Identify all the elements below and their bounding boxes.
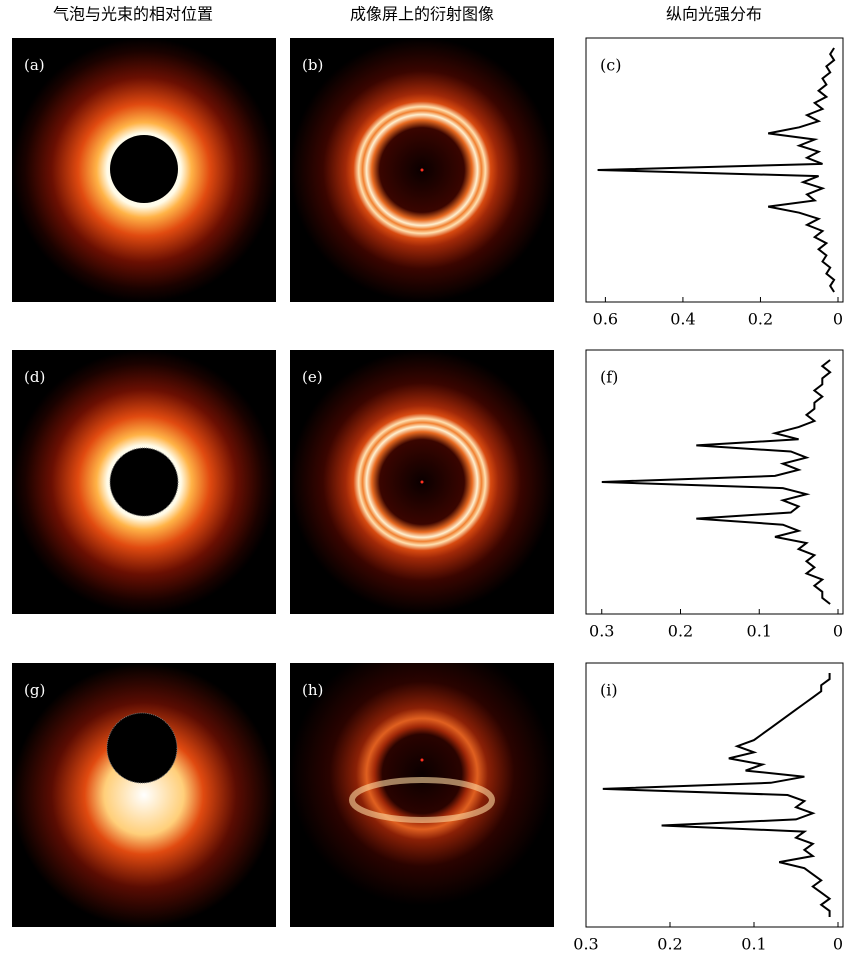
x-tick-label: 0.2: [748, 310, 773, 329]
image-panel: (a): [12, 38, 276, 302]
profile-line: [601, 359, 832, 605]
panel-label: (b): [302, 56, 323, 74]
plot-frame: [585, 349, 844, 615]
panel-label: (c): [600, 56, 621, 75]
panel-label: (e): [302, 368, 323, 386]
profile-line: [597, 47, 836, 293]
x-tick-label: 0.4: [670, 310, 695, 329]
panel-label: (f): [600, 368, 618, 387]
x-tick-label: 0: [833, 935, 843, 954]
x-tick-label: 0.3: [589, 622, 614, 641]
image-panel: (h): [290, 663, 554, 927]
panel-label: (h): [302, 681, 323, 699]
x-tick-label: 0: [833, 622, 843, 641]
image-panel: (d): [12, 350, 276, 614]
panel-label: (g): [24, 681, 45, 699]
image-panel: (e): [290, 350, 554, 614]
image-panel: (b): [290, 38, 554, 302]
column-title: 纵向光强分布: [666, 5, 762, 24]
x-tick-label: 0.1: [747, 622, 772, 641]
x-tick-label: 0.3: [573, 935, 598, 954]
plot-frame: [585, 662, 844, 928]
panel-label: (d): [24, 368, 45, 386]
x-tick-label: 0.2: [657, 935, 682, 954]
profile-line: [602, 673, 832, 917]
x-tick-label: 0.2: [668, 622, 693, 641]
x-tick-label: 0.1: [741, 935, 766, 954]
panel-label: (i): [600, 681, 618, 700]
image-panel: (g): [12, 663, 276, 927]
plot-frame: [585, 37, 844, 303]
column-title: 成像屏上的衍射图像: [350, 5, 494, 24]
x-tick-label: 0.6: [593, 310, 618, 329]
panel-label: (a): [24, 56, 45, 74]
column-title: 气泡与光束的相对位置: [53, 5, 213, 24]
x-tick-label: 0: [833, 310, 843, 329]
